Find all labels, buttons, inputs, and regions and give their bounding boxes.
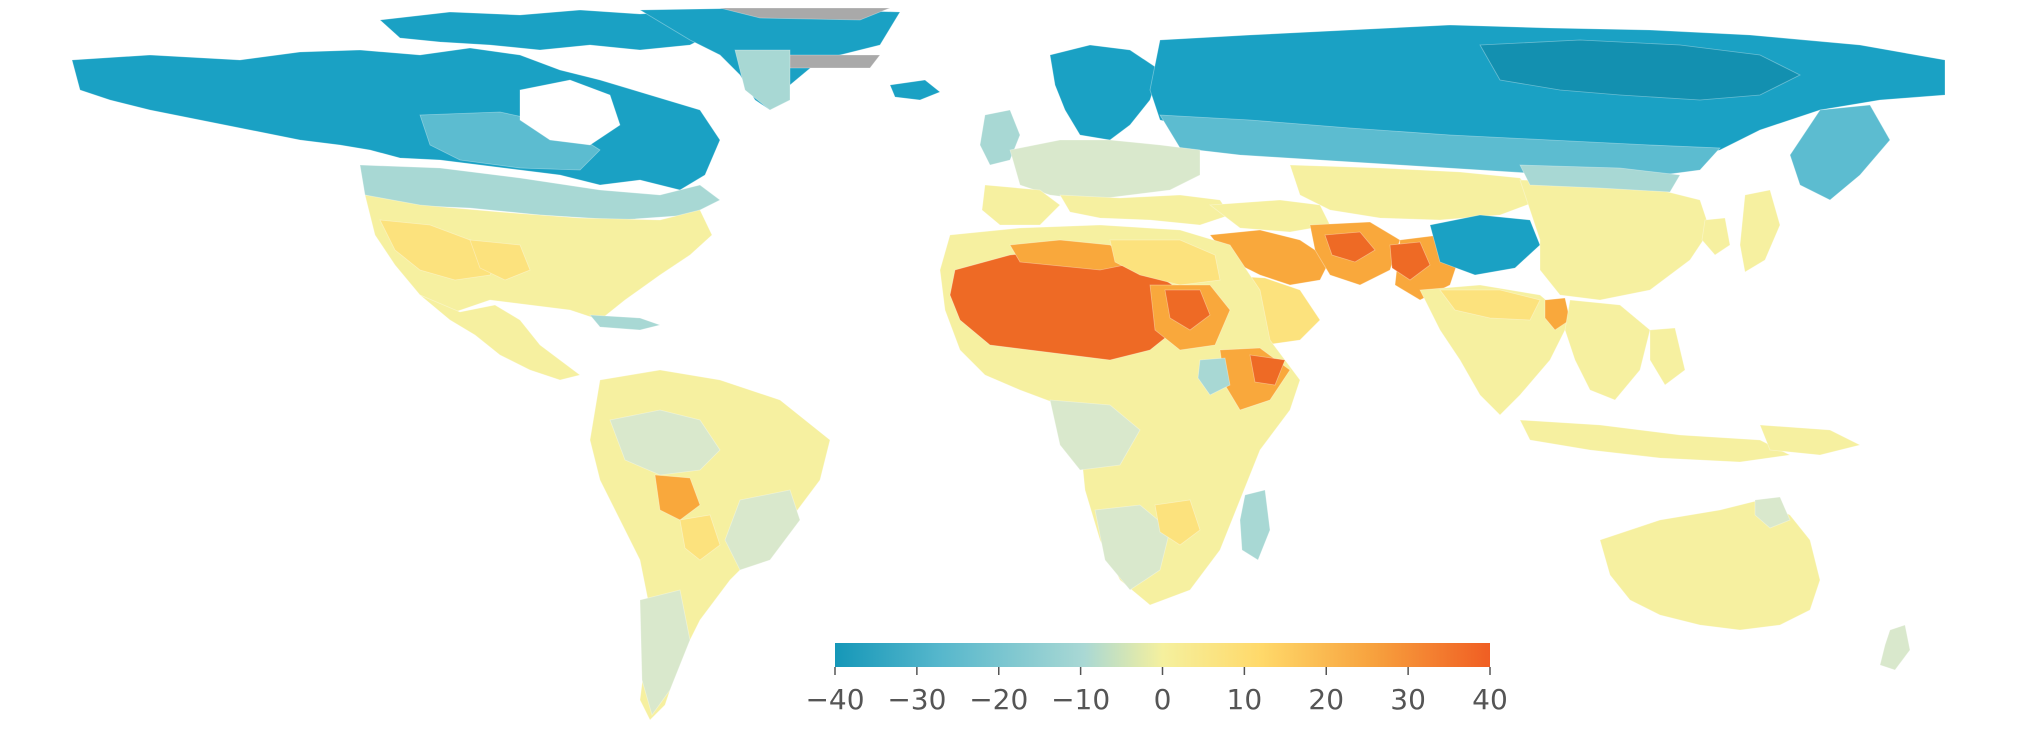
region-greenland-nodata [719, 7, 891, 21]
region-caribbean [589, 314, 662, 331]
legend-tick-label: −40 [805, 683, 864, 716]
region-philippines [1649, 327, 1686, 386]
region-russia-deep-cold [1479, 39, 1801, 101]
region-north-india-warm [1439, 289, 1541, 321]
region-paraguay-warm [679, 514, 721, 561]
region-east-brazil-neutral [724, 489, 801, 571]
region-scandinavia [1049, 44, 1161, 141]
region-bangladesh-hot [1544, 297, 1571, 331]
region-zimbabwe-warm [1154, 499, 1201, 546]
region-europe [1009, 139, 1201, 201]
region-congo [1049, 399, 1141, 471]
region-central-asia [1289, 164, 1541, 221]
region-southeast-asia [1564, 299, 1651, 401]
region-southern-africa [1094, 504, 1171, 591]
south-america [589, 369, 831, 721]
region-horn-extreme [1249, 354, 1286, 386]
region-india [1419, 284, 1571, 416]
region-madagascar [1239, 489, 1271, 561]
region-ethiopia-highlands [1197, 357, 1231, 396]
region-new-zealand [1879, 624, 1911, 671]
region-pakistan-extreme [1389, 241, 1431, 281]
region-korea [1701, 217, 1731, 256]
legend-tick-label: 30 [1390, 683, 1426, 716]
region-greenland-nodata-east [779, 54, 881, 69]
region-china [1519, 179, 1711, 301]
region-greenland-mild [734, 49, 791, 111]
region-egypt [1109, 239, 1221, 286]
legend-tick-label: −10 [1051, 683, 1110, 716]
legend-tick-label: 40 [1472, 683, 1508, 716]
region-uk-ireland [979, 109, 1021, 166]
region-iran-extreme [1324, 231, 1376, 263]
africa [939, 224, 1301, 606]
legend-tick-label: 20 [1308, 683, 1344, 716]
region-japan [1739, 189, 1781, 273]
region-texas-warm [469, 239, 531, 281]
region-far-east [1789, 104, 1891, 201]
legend-tick-label: 0 [1154, 683, 1172, 716]
legend-ticks: −40 −30 −20 −10 0 10 20 30 40 [805, 667, 1508, 716]
region-tibet [1429, 214, 1541, 276]
hudson-bay [519, 79, 621, 146]
legend-tick-label: −30 [887, 683, 946, 716]
region-usa-southwest-hot [379, 219, 501, 281]
region-australia [1599, 499, 1821, 631]
legend-tick-label: −20 [969, 683, 1028, 716]
region-bolivia-hot [654, 474, 701, 521]
region-arctic-islands [379, 9, 721, 51]
region-mediterranean [1059, 194, 1231, 226]
region-sudan-extreme [1164, 289, 1211, 331]
region-sahara-hot [1009, 239, 1142, 271]
legend-color-bar [835, 643, 1490, 667]
region-mexico [419, 294, 581, 381]
region-new-guinea [1759, 424, 1862, 456]
region-iberia [981, 184, 1061, 226]
region-indonesia [1519, 419, 1792, 463]
region-queensland-neutral [1754, 496, 1791, 529]
north-america [71, 7, 941, 381]
oceania [1599, 496, 1911, 671]
color-legend: −40 −30 −20 −10 0 10 20 30 40 [805, 643, 1508, 716]
region-mongolia [1519, 164, 1681, 193]
region-iceland [889, 79, 941, 101]
eurasia [979, 24, 1946, 463]
legend-tick-label: 10 [1227, 683, 1263, 716]
region-patagonia-neutral [639, 589, 691, 716]
region-amazon-neutral [609, 409, 721, 476]
